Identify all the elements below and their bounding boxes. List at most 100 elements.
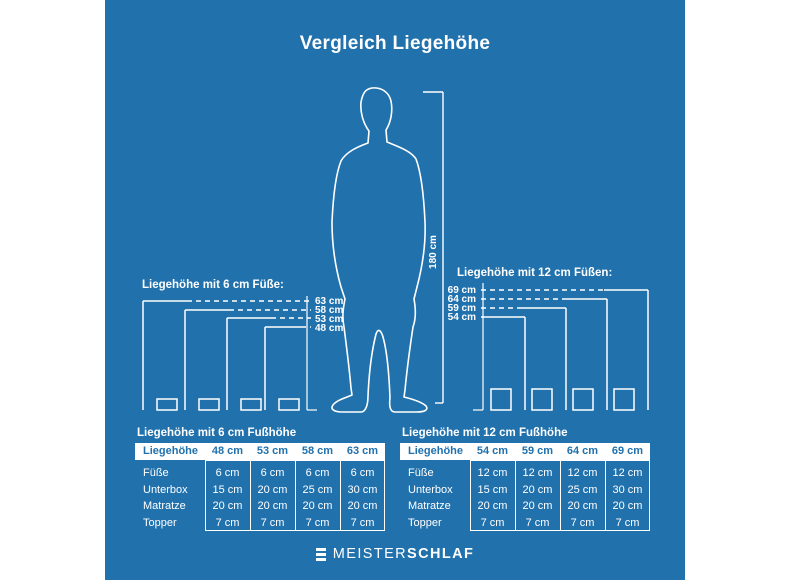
table-row: Füße 12 cm 12 cm 12 cm 12 cm (400, 465, 650, 482)
label-54cm: 54 cm (448, 312, 476, 323)
label-53cm: 53 cm (315, 314, 343, 325)
table-row: Matratze 20 cm 20 cm 20 cm 20 cm (135, 498, 385, 515)
label-64cm: 64 cm (448, 294, 476, 305)
brand-name-suffix: SCHLAF (407, 546, 475, 562)
right-bed-diagrams (467, 283, 649, 411)
cell: 20 cm (522, 500, 553, 512)
table-row: Topper 7 cm 7 cm 7 cm 7 cm (135, 515, 385, 532)
header-cell: 58 cm (301, 445, 334, 457)
bed-54cm (467, 316, 526, 411)
cell: 15 cm (477, 483, 508, 496)
cell: 20 cm (302, 500, 333, 512)
header-cell: 59 cm (521, 445, 554, 457)
table-title: Liegehöhe mit 12 cm Fußhöhe (402, 427, 568, 439)
header-cell: 69 cm (611, 445, 644, 457)
row-label: Topper (143, 516, 177, 529)
table-body: Füße 12 cm 12 cm 12 cm 12 cm Unterbox 15… (400, 460, 650, 531)
right-measure-axis (473, 283, 484, 411)
row-label: Unterbox (408, 483, 453, 496)
cell: 20 cm (612, 500, 643, 512)
cell: 30 cm (612, 483, 643, 496)
row-label: Matratze (408, 500, 451, 512)
bed-69cm (590, 289, 649, 411)
person-height-ruler (423, 91, 444, 404)
cell: 7 cm (260, 516, 285, 529)
table-title: Liegehöhe mit 6 cm Fußhöhe (137, 427, 297, 439)
table-12cm-feet: Liegehöhe mit 12 cm Fußhöhe Liegehöhe 54… (400, 427, 650, 531)
table-6cm-feet: Liegehöhe mit 6 cm Fußhöhe Liegehöhe 48 … (135, 427, 385, 531)
cell: 20 cm (212, 500, 243, 512)
left-group-label: Liegehöhe mit 6 cm Füße: (142, 279, 284, 291)
bed-53cm (226, 317, 311, 411)
row-label: Matratze (143, 500, 186, 512)
person-height-label: 180 cm (428, 235, 439, 269)
cell: 7 cm (350, 516, 375, 529)
cell: 6 cm (260, 467, 285, 479)
cell: 7 cm (480, 516, 505, 529)
header-cell: 64 cm (566, 445, 599, 457)
cell: 6 cm (350, 467, 375, 479)
left-height-labels: 63 cm 58 cm 53 cm 48 cm (315, 296, 343, 334)
label-63cm: 63 cm (315, 296, 343, 307)
row-label: Füße (408, 467, 434, 479)
table-row: Füße 6 cm 6 cm 6 cm 6 cm (135, 465, 385, 482)
infographic-panel: Vergleich Liegehöhe 180 cm Liegehöhe mit… (105, 0, 685, 580)
bed-58cm (184, 309, 311, 411)
cell: 7 cm (525, 516, 550, 529)
cell: 7 cm (570, 516, 595, 529)
cell: 6 cm (215, 467, 240, 479)
cell: 20 cm (347, 500, 378, 512)
brand-logo: MEISTERSCHLAF (105, 546, 685, 562)
table-row: Topper 7 cm 7 cm 7 cm 7 cm (400, 515, 650, 532)
header-cell: 48 cm (211, 445, 244, 457)
header-cell: 63 cm (346, 445, 379, 457)
cell: 15 cm (212, 483, 243, 496)
left-bed-diagrams (142, 296, 317, 411)
right-height-labels: 69 cm 64 cm 59 cm 54 cm (448, 285, 476, 323)
cell: 12 cm (612, 467, 643, 479)
cell: 7 cm (305, 516, 330, 529)
brand-logo-text: MEISTERSCHLAF (333, 546, 474, 562)
mattress-layers-icon (315, 547, 326, 561)
cell: 30 cm (347, 483, 378, 496)
label-69cm: 69 cm (448, 285, 476, 296)
row-label: Füße (143, 467, 169, 479)
bed-48cm (264, 326, 311, 411)
label-58cm: 58 cm (315, 305, 343, 316)
cell: 20 cm (477, 500, 508, 512)
comparison-diagram: 180 cm Liegehöhe mit 6 cm Füße: (142, 87, 649, 413)
table-header-row: Liegehöhe 54 cm 59 cm 64 cm 69 cm (400, 443, 650, 460)
label-59cm: 59 cm (448, 303, 476, 314)
table-header-row: Liegehöhe 48 cm 53 cm 58 cm 63 cm (135, 443, 385, 460)
header-cell: 53 cm (256, 445, 289, 457)
cell: 12 cm (522, 467, 553, 479)
cell: 25 cm (567, 483, 598, 496)
table-body: Füße 6 cm 6 cm 6 cm 6 cm Unterbox 15 cm … (135, 460, 385, 531)
cell: 20 cm (567, 500, 598, 512)
right-group-label: Liegehöhe mit 12 cm Füßen: (457, 267, 612, 279)
bed-59cm (508, 307, 567, 411)
table-row: Matratze 20 cm 20 cm 20 cm 20 cm (400, 498, 650, 515)
cell: 25 cm (302, 483, 333, 496)
header-cell: Liegehöhe (143, 445, 199, 457)
person-silhouette-icon (331, 87, 428, 413)
cell: 7 cm (615, 516, 640, 529)
row-label: Topper (408, 516, 442, 529)
table-row: Unterbox 15 cm 20 cm 25 cm 30 cm (400, 482, 650, 499)
page-title: Vergleich Liegehöhe (299, 33, 491, 54)
cell: 7 cm (215, 516, 240, 529)
cell: 20 cm (522, 483, 553, 496)
right-callout-lines (481, 289, 604, 309)
cell: 20 cm (257, 500, 288, 512)
cell: 12 cm (477, 467, 508, 479)
row-label: Unterbox (143, 483, 188, 496)
left-measure-axis (306, 296, 317, 411)
brand-name-prefix: MEISTER (332, 546, 408, 562)
cell: 20 cm (257, 483, 288, 496)
cell: 6 cm (305, 467, 330, 479)
table-row: Unterbox 15 cm 20 cm 25 cm 30 cm (135, 482, 385, 499)
header-cell: Liegehöhe (408, 445, 464, 457)
label-48cm: 48 cm (315, 323, 343, 334)
header-cell: 54 cm (476, 445, 509, 457)
cell: 12 cm (567, 467, 598, 479)
